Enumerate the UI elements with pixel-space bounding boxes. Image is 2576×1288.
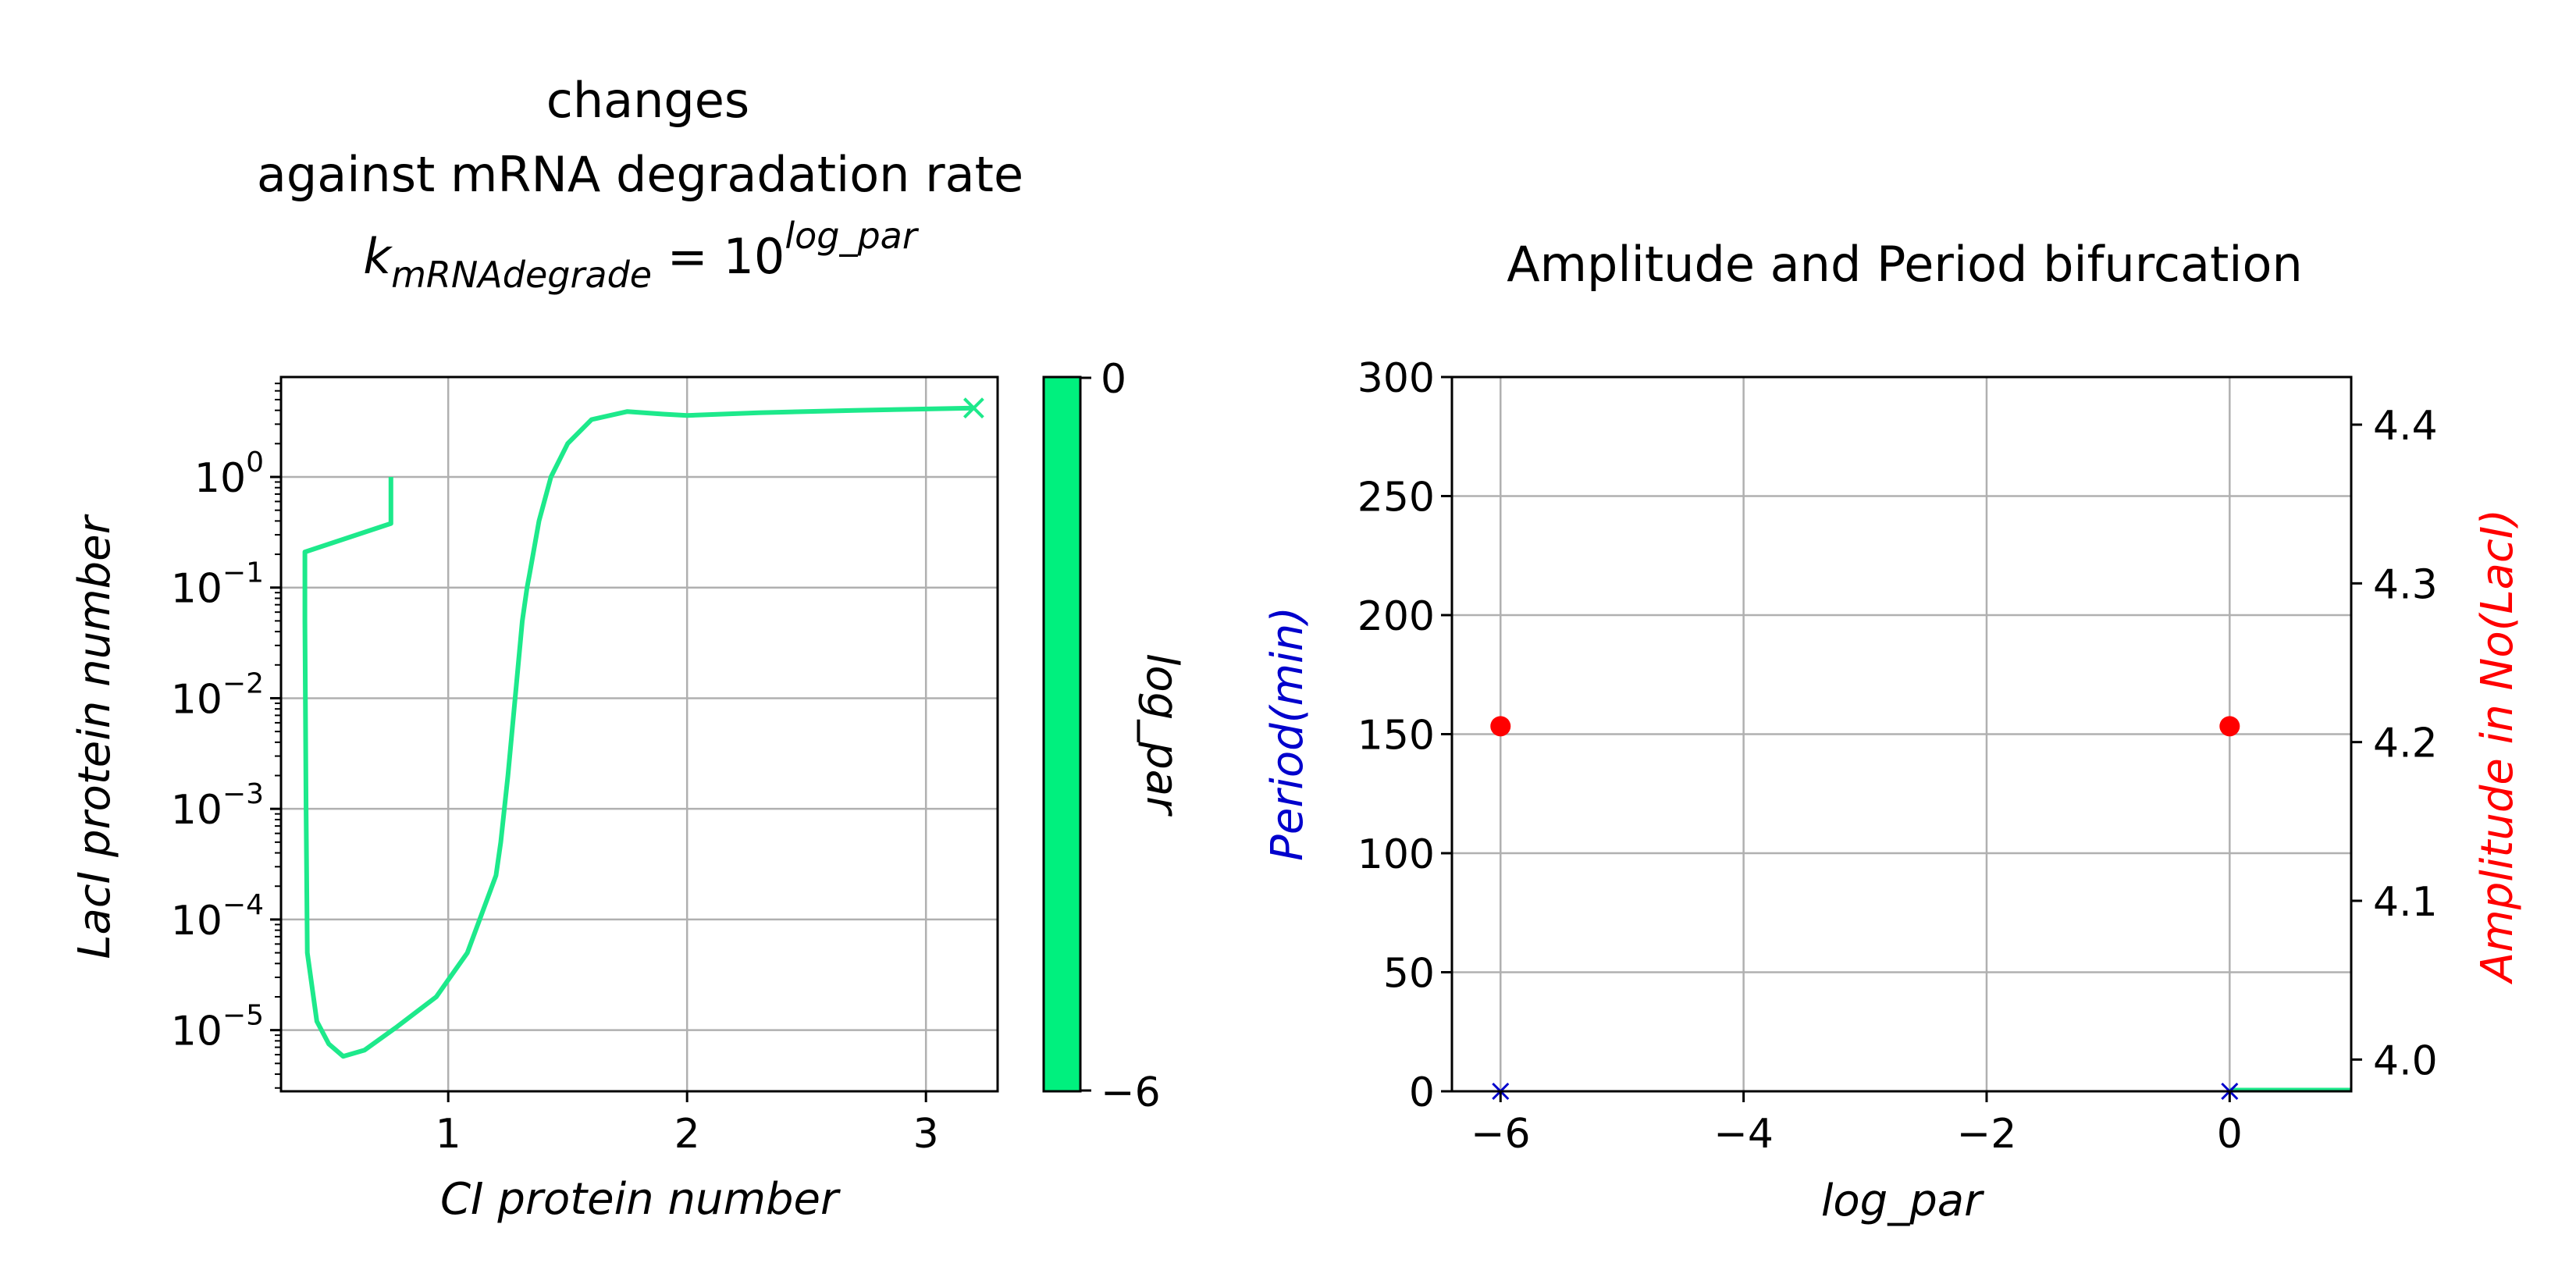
left-y-tick-label: 10−2	[171, 667, 264, 723]
right-y-right-tick-label: 4.4	[2373, 403, 2438, 450]
left-y-axis-label: LacI protein number	[69, 514, 120, 959]
right-grid	[1452, 375, 2351, 1093]
right-y-axis-label-left: Period(min)	[1262, 607, 1313, 861]
left-y-tick-label: 10−3	[171, 778, 264, 834]
left-x-tick-label: 2	[674, 1111, 700, 1158]
right-x-tick-label: −4	[1713, 1111, 1774, 1158]
left-x-tick-label: 1	[436, 1111, 461, 1158]
left-title-line-2: against mRNA degradation rate	[257, 146, 1023, 203]
right-y-left-tick-label: 300	[1357, 355, 1435, 402]
left-y-tick-label: 100	[194, 447, 264, 502]
colorbar	[1042, 375, 1082, 1093]
colorbar-tick-label-min: −6	[1101, 1069, 1161, 1116]
left-x-axis-label: CI protein number	[440, 1174, 841, 1225]
formula-superscript: log_par	[785, 215, 920, 257]
end-marker-stroke	[962, 397, 984, 419]
right-x-tick-label: −6	[1471, 1111, 1531, 1158]
colorbar-label: log_par	[1137, 653, 1187, 817]
amplitude-point	[1490, 716, 1511, 737]
left-y-tick-label: 10−4	[171, 889, 264, 945]
left-grid	[281, 377, 998, 1091]
right-x-tick-label: −2	[1957, 1111, 2017, 1158]
left-series-line	[302, 405, 974, 1059]
left-ticks: 1 2 3 10−5 10−4 10−3 10−2 10−1 100	[171, 382, 939, 1158]
right-y-left-tick-label: 250	[1357, 475, 1435, 521]
right-x-axis-label: log_par	[1821, 1176, 1984, 1226]
left-title-formula: kmRNAdegrade = 10log_par	[363, 215, 920, 296]
left-y-tick-label: 10−5	[171, 1000, 264, 1055]
left-end-marker	[962, 397, 984, 419]
left-series-layer	[302, 397, 984, 1059]
right-ticks: −6 −4 −2 0 0 50 100 150 200 250 300 4.0 4.1 4.2 4.3 4.4	[1357, 355, 2438, 1158]
formula-base: k	[363, 228, 393, 285]
right-y-left-tick-label: 0	[1409, 1069, 1435, 1116]
left-chart: changes against mRNA degradation rate km…	[69, 72, 1187, 1225]
right-x-tick-label: 0	[2217, 1111, 2243, 1158]
left-title-line-1: changes	[546, 72, 749, 129]
colorbar-tick-label-max: 0	[1101, 356, 1126, 403]
right-chart: Amplitude and Period bifurcation −6 −4 −2 0…	[1262, 236, 2523, 1226]
left-x-tick-label: 3	[913, 1111, 939, 1158]
right-title: Amplitude and Period bifurcation	[1507, 236, 2303, 293]
left-y-tick-label: 10−1	[171, 557, 264, 613]
amplitude-point	[2219, 716, 2240, 737]
formula-subscript: mRNAdegrade	[391, 254, 652, 296]
right-y-right-tick-label: 4.1	[2373, 879, 2438, 926]
right-y-right-tick-label: 4.3	[2373, 561, 2438, 608]
right-y-left-tick-label: 200	[1357, 593, 1435, 640]
right-y-axis-label-right: Amplitude in No(LacI)	[2472, 509, 2523, 984]
right-y-left-tick-label: 100	[1357, 831, 1435, 878]
right-y-right-tick-label: 4.0	[2373, 1037, 2438, 1084]
formula-equals: = 10	[652, 228, 785, 285]
left-plot-frame	[279, 375, 999, 1093]
right-series-layer	[1490, 716, 2351, 1101]
right-y-left-tick-label: 150	[1357, 713, 1435, 760]
right-y-left-tick-label: 50	[1383, 951, 1435, 998]
right-y-right-tick-label: 4.2	[2373, 720, 2438, 767]
